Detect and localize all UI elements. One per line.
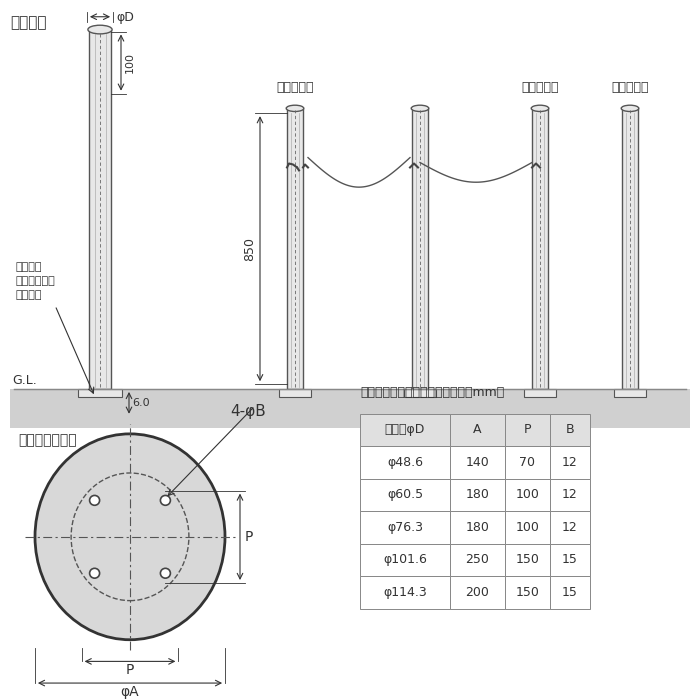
Bar: [550, 414, 590, 446]
Bar: [550, 479, 590, 511]
Text: 100: 100: [125, 52, 135, 73]
Text: 片フック付: 片フック付: [522, 80, 559, 94]
Bar: [505, 446, 550, 479]
Text: φ48.6: φ48.6: [387, 456, 423, 469]
Bar: [360, 511, 450, 544]
Bar: [360, 479, 450, 511]
Text: φD: φD: [116, 11, 134, 25]
Text: あと施工
アンカー固定
（別途）: あと施工 アンカー固定 （別途）: [15, 262, 55, 300]
Ellipse shape: [621, 105, 639, 111]
Bar: [505, 479, 550, 511]
Bar: [360, 576, 450, 609]
Circle shape: [160, 496, 170, 505]
Text: 製品図面: 製品図面: [10, 15, 46, 30]
Bar: [505, 544, 550, 576]
Bar: [550, 544, 590, 576]
Text: 150: 150: [516, 586, 540, 599]
Text: φ76.3: φ76.3: [387, 521, 423, 534]
Bar: [550, 511, 590, 544]
Bar: [505, 511, 550, 544]
Circle shape: [90, 496, 99, 505]
Text: 12: 12: [562, 456, 578, 469]
Ellipse shape: [286, 105, 304, 111]
Bar: [622, 108, 638, 389]
Text: 支柱径φD: 支柱径φD: [385, 424, 425, 436]
Text: 850: 850: [243, 237, 256, 260]
Bar: [360, 414, 450, 446]
Text: 250: 250: [466, 554, 489, 566]
Text: P: P: [126, 664, 134, 678]
Bar: [404, 389, 436, 397]
Text: 12: 12: [562, 521, 578, 534]
Text: 6.0: 6.0: [132, 398, 150, 408]
Ellipse shape: [88, 25, 112, 34]
Text: φ60.5: φ60.5: [387, 489, 423, 501]
Bar: [287, 108, 303, 389]
Bar: [450, 511, 505, 544]
Bar: [450, 446, 505, 479]
Bar: [450, 479, 505, 511]
Text: 150: 150: [516, 554, 540, 566]
Text: ベースプレート: ベースプレート: [18, 433, 76, 447]
Bar: [550, 576, 590, 609]
Bar: [10, 389, 690, 428]
Circle shape: [160, 568, 170, 578]
Bar: [78, 389, 122, 397]
Text: 100: 100: [516, 521, 540, 534]
Text: 15: 15: [562, 554, 578, 566]
Bar: [550, 446, 590, 479]
Bar: [360, 446, 450, 479]
Text: 70: 70: [519, 456, 536, 469]
Ellipse shape: [35, 434, 225, 640]
Text: ベースプレート寸法表　＜単位：mm＞: ベースプレート寸法表 ＜単位：mm＞: [360, 386, 504, 399]
Text: P: P: [245, 530, 253, 544]
Bar: [614, 389, 646, 397]
Ellipse shape: [411, 105, 429, 111]
Text: 両フック付: 両フック付: [276, 80, 314, 94]
Ellipse shape: [531, 105, 549, 111]
Text: 4-φB: 4-φB: [230, 404, 266, 419]
Bar: [532, 108, 548, 389]
Bar: [450, 544, 505, 576]
Bar: [450, 576, 505, 609]
Bar: [412, 108, 428, 389]
Text: φ101.6: φ101.6: [383, 554, 427, 566]
Bar: [279, 389, 311, 397]
Text: φA: φA: [120, 685, 139, 699]
Bar: [450, 414, 505, 446]
Bar: [505, 414, 550, 446]
Bar: [505, 576, 550, 609]
Text: A: A: [473, 424, 482, 436]
Text: 200: 200: [466, 586, 489, 599]
Circle shape: [90, 568, 99, 578]
Text: 180: 180: [466, 521, 489, 534]
Text: フックなし: フックなし: [611, 80, 649, 94]
Text: φ114.3: φ114.3: [383, 586, 427, 599]
Text: G.L.: G.L.: [12, 374, 36, 387]
Text: P: P: [524, 424, 531, 436]
Bar: [360, 544, 450, 576]
Text: 140: 140: [466, 456, 489, 469]
Bar: [89, 29, 111, 389]
Text: B: B: [566, 424, 574, 436]
Bar: [524, 389, 556, 397]
Text: 15: 15: [562, 586, 578, 599]
Text: 180: 180: [466, 489, 489, 501]
Text: 100: 100: [516, 489, 540, 501]
Text: 12: 12: [562, 489, 578, 501]
